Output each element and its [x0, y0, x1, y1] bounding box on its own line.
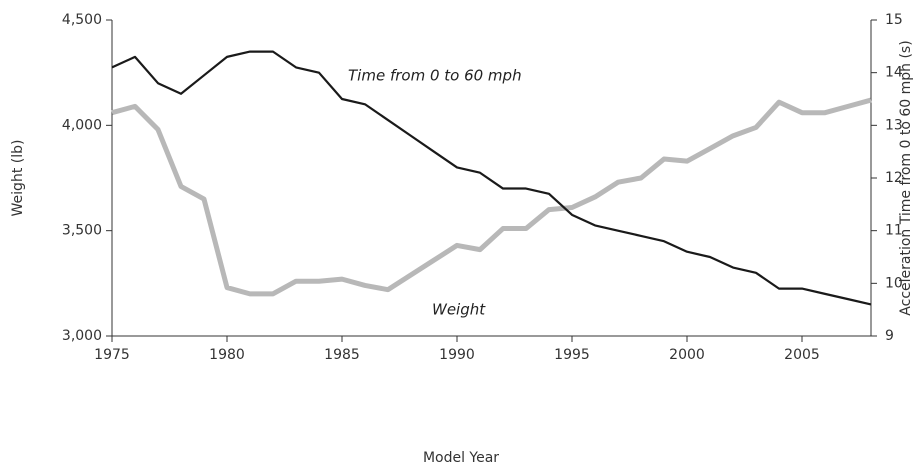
data-line — [111, 50, 872, 306]
data-line — [111, 97, 872, 297]
x-tick-label: 1990 — [439, 347, 475, 363]
x-tick-label: 1975 — [94, 347, 130, 363]
annotation: Time from 0 to 60 mph — [348, 67, 522, 85]
y2-tick-label: 15 — [885, 12, 903, 28]
y2-tick-label: 13 — [885, 117, 903, 133]
y2-axis-label: Acceleration Time from 0 to 60 mph (s) — [898, 40, 914, 315]
y-tick-label: 4,500 — [62, 12, 102, 28]
y-tick-label: 3,000 — [62, 328, 102, 344]
annotation: Weight — [432, 301, 486, 319]
x-tick-label: 1985 — [324, 347, 360, 363]
x-tick-label: 1980 — [209, 347, 245, 363]
x-tick-label: 2000 — [669, 347, 705, 363]
y2-tick-label: 14 — [885, 65, 903, 81]
y2-tick-label: 12 — [885, 170, 903, 186]
y2-tick-label: 9 — [885, 328, 894, 344]
x-axis-label: Model Year — [423, 450, 499, 466]
x-tick-label: 1995 — [554, 347, 590, 363]
y2-tick-label: 11 — [885, 223, 903, 239]
y-tick-label: 3,500 — [62, 223, 102, 239]
x-tick-label: 2005 — [784, 347, 820, 363]
y-axis-label: Weight (lb) — [10, 140, 26, 217]
y2-tick-label: 10 — [885, 275, 903, 291]
y-tick-label: 4,000 — [62, 117, 102, 133]
